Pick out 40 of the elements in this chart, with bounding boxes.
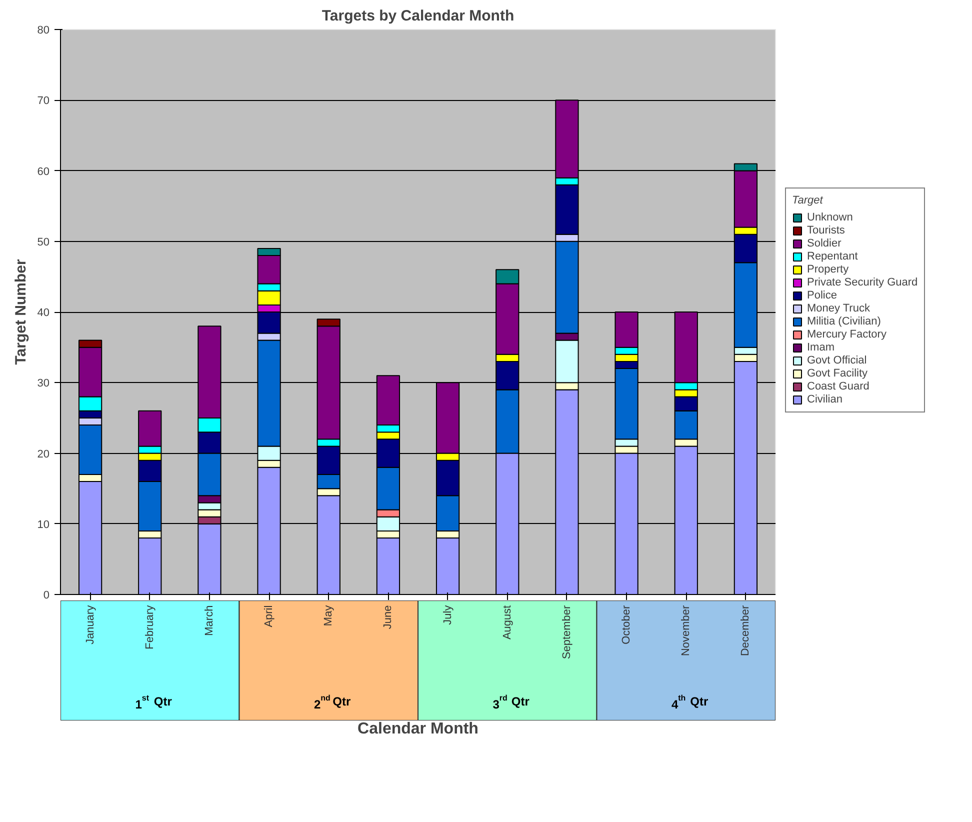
x-tick-label: August [501, 605, 514, 640]
x-tick-label: May [322, 604, 335, 626]
legend-label: Private Security Guard [807, 276, 918, 288]
legend-label: Mercury Factory [807, 328, 886, 340]
x-tick-label: July [442, 604, 454, 625]
legend-label: Police [807, 290, 837, 302]
y-tick-label: 80 [37, 24, 50, 36]
y-tick-label: 0 [43, 590, 50, 602]
legend-label: Repentant [807, 250, 858, 262]
y-tick-label: 20 [37, 448, 50, 460]
legend-title: Target [792, 194, 824, 206]
legend-label: Tourists [807, 224, 845, 236]
y-tick-label: 10 [37, 518, 50, 531]
y-tick-label: 40 [37, 307, 50, 319]
x-axis-title: Calendar Month [358, 720, 478, 738]
legend-label: Soldier [807, 238, 842, 250]
y-tick-label: 60 [37, 166, 50, 178]
chart-title: Targets by Calendar Month [322, 8, 514, 24]
legend-label: Govt Official [807, 354, 867, 366]
legend-label: Govt Facility [807, 368, 868, 380]
legend-label: Civilian [807, 394, 842, 406]
x-tick-label: October [620, 604, 633, 644]
legend-label: Militia (Civilian) [807, 316, 881, 328]
x-tick-label: June [382, 605, 394, 630]
x-tick-label: March [203, 605, 216, 636]
x-tick-label: September [560, 604, 573, 660]
legend-label: Unknown [807, 212, 853, 224]
x-tick-label: January [84, 604, 96, 644]
x-tick-label: April [263, 605, 276, 628]
x-tick-label: February [144, 604, 156, 650]
y-tick-label: 30 [37, 378, 50, 390]
y-tick-label: 70 [37, 95, 50, 108]
y-tick-label: 50 [37, 236, 50, 248]
legend-label: Imam [807, 342, 834, 354]
x-tick-label: November [680, 604, 692, 656]
legend-label: Money Truck [807, 302, 870, 314]
legend-label: Coast Guard [807, 380, 870, 392]
x-tick-label: December [740, 604, 752, 656]
y-axis-title: Target Number [12, 259, 30, 365]
legend-label: Property [807, 264, 849, 276]
